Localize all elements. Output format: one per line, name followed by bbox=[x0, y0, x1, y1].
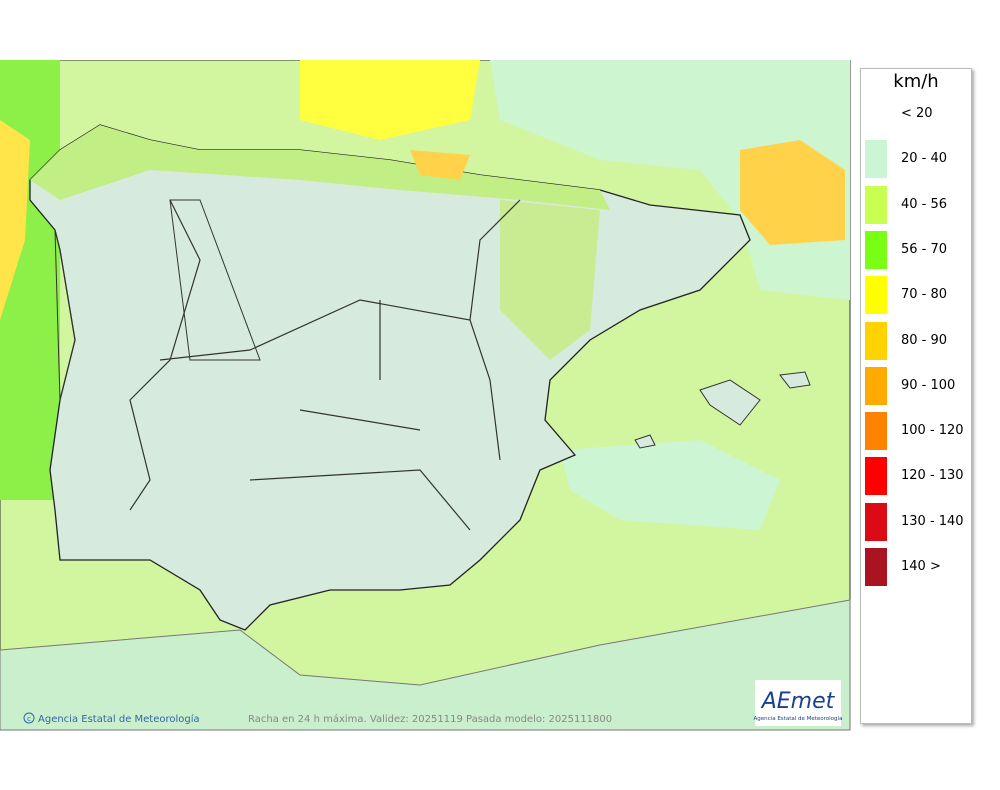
wind-zone bbox=[300, 60, 480, 140]
legend-item: 130 - 140 bbox=[865, 502, 969, 541]
border bbox=[54, 199, 261, 401]
legend-label: 130 - 140 bbox=[901, 513, 964, 529]
legend-swatch bbox=[865, 230, 887, 269]
legend-item: < 20 bbox=[865, 95, 969, 133]
legend-label: 56 - 70 bbox=[901, 241, 948, 257]
logo: AEmet bbox=[760, 689, 836, 714]
legend-item: 120 - 130 bbox=[865, 457, 969, 496]
wind-zone bbox=[410, 150, 470, 180]
logo-box bbox=[755, 680, 841, 726]
legend-label: 20 - 40 bbox=[901, 151, 948, 167]
legend-item: 70 - 80 bbox=[865, 276, 969, 315]
legend-label: 120 - 130 bbox=[901, 468, 964, 484]
copyright-icon bbox=[23, 712, 35, 724]
logo-subtitle: Agencia Estatal de Meteorología bbox=[754, 715, 843, 722]
credit: Agencia Estatal de Meteorología bbox=[38, 713, 200, 725]
legend-item: 90 - 100 bbox=[865, 366, 969, 405]
legend-swatch bbox=[865, 140, 887, 179]
legend-label: < 20 bbox=[901, 106, 933, 121]
wind-zone bbox=[560, 440, 780, 530]
legend-item: 140 > bbox=[865, 548, 969, 586]
legend-label: 140 > bbox=[901, 559, 941, 574]
legend-label: 70 - 80 bbox=[901, 287, 948, 303]
legend-label: 100 - 120 bbox=[901, 423, 964, 439]
legend-item: 56 - 70 bbox=[865, 230, 969, 269]
legend-label: 80 - 90 bbox=[901, 332, 948, 348]
legend-item: 80 - 90 bbox=[865, 321, 969, 360]
border bbox=[129, 199, 521, 531]
copyright-icon: c bbox=[27, 715, 31, 723]
legend-item: 40 - 56 bbox=[865, 185, 969, 224]
legend-swatch bbox=[865, 366, 887, 405]
legend: km/h < 20 20 - 40 40 - 56 56 - 70 70 - 80 80 … bbox=[860, 68, 972, 724]
legend-swatch bbox=[865, 502, 887, 541]
legend-swatch bbox=[865, 276, 887, 315]
wind-zone bbox=[740, 140, 845, 245]
wind-zone bbox=[490, 60, 850, 300]
africa bbox=[0, 599, 851, 731]
legend-label: 40 - 56 bbox=[901, 196, 948, 212]
legend-swatch bbox=[865, 457, 887, 496]
legend-label: 90 - 100 bbox=[901, 377, 956, 393]
wind-zone bbox=[30, 125, 610, 210]
legend-swatch bbox=[865, 412, 887, 451]
island bbox=[634, 371, 811, 449]
legend-swatch bbox=[865, 548, 887, 586]
legend-item: 100 - 120 bbox=[865, 412, 969, 451]
wind-zone bbox=[0, 120, 30, 320]
legend-title: km/h bbox=[893, 71, 939, 92]
legend-swatch bbox=[865, 321, 887, 360]
legend-swatch bbox=[865, 185, 887, 224]
legend-item: 20 - 40 bbox=[865, 140, 969, 179]
caption: Racha en 24 h máxima. Validez: 20251119 … bbox=[248, 713, 612, 725]
map: c Agencia Estatal de Meteorología Racha … bbox=[0, 60, 851, 731]
wind-zone bbox=[500, 200, 600, 360]
